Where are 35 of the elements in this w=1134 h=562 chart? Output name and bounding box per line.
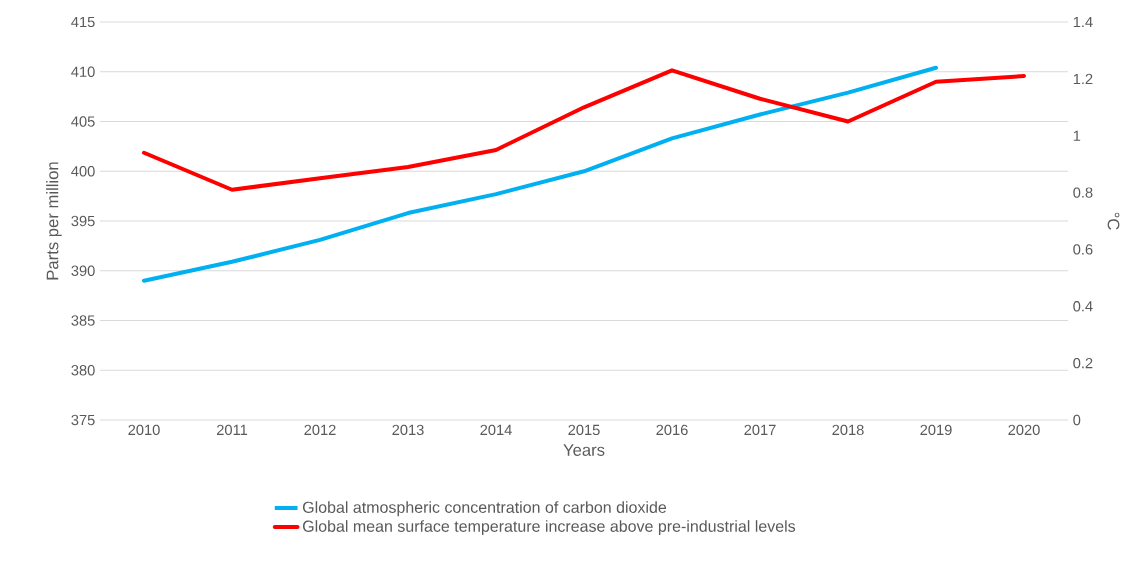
x-tick-label: 2018 — [832, 424, 864, 436]
x-tick-label: 2014 — [480, 424, 512, 436]
y-tick-label: 410 — [71, 66, 95, 77]
y2-tick-label: 0.6 — [1073, 244, 1093, 255]
x-tick-label: 2019 — [920, 424, 952, 436]
y-tick-label: 400 — [71, 166, 95, 177]
x-tick-label: 2013 — [392, 424, 424, 436]
y2-axis-title: °C — [1107, 212, 1120, 230]
y2-tick-label: 1.4 — [1073, 16, 1093, 28]
x-axis-title: Years — [563, 444, 605, 456]
x-tick-label: 2012 — [304, 424, 336, 436]
y2-tick-label: 0.2 — [1073, 357, 1093, 369]
legend-label: Global mean surface temperature increase above pre-industrial levels — [302, 520, 796, 536]
x-tick-label: 2015 — [568, 424, 600, 436]
y2-tick-label: 0.8 — [1073, 187, 1093, 198]
y-tick-label: 415 — [71, 16, 95, 28]
x-tick-label: 2010 — [128, 424, 160, 436]
x-tick-label: 2011 — [216, 424, 248, 436]
y2-tick-label: 0 — [1073, 414, 1081, 426]
y-tick-label: 395 — [71, 215, 95, 227]
y-tick-label: 385 — [71, 315, 95, 326]
y-tick-label: 375 — [71, 414, 95, 426]
y-tick-label: 390 — [71, 265, 95, 276]
line-series — [142, 68, 1027, 192]
line-series — [142, 65, 938, 283]
y2-tick-label: 0.4 — [1073, 301, 1093, 312]
y-tick-label: 405 — [71, 116, 95, 127]
y-tick-label: 380 — [71, 365, 95, 376]
y-axis-title: Parts per million — [46, 162, 62, 280]
x-tick-label: 2016 — [656, 424, 688, 436]
y2-tick-label: 1 — [1073, 130, 1081, 141]
y2-tick-label: 1.2 — [1073, 73, 1093, 84]
x-tick-label: 2017 — [744, 424, 776, 436]
legend-label: Global atmospheric concentration of carbon dioxide — [302, 501, 667, 517]
x-tick-label: 2020 — [1008, 424, 1040, 436]
